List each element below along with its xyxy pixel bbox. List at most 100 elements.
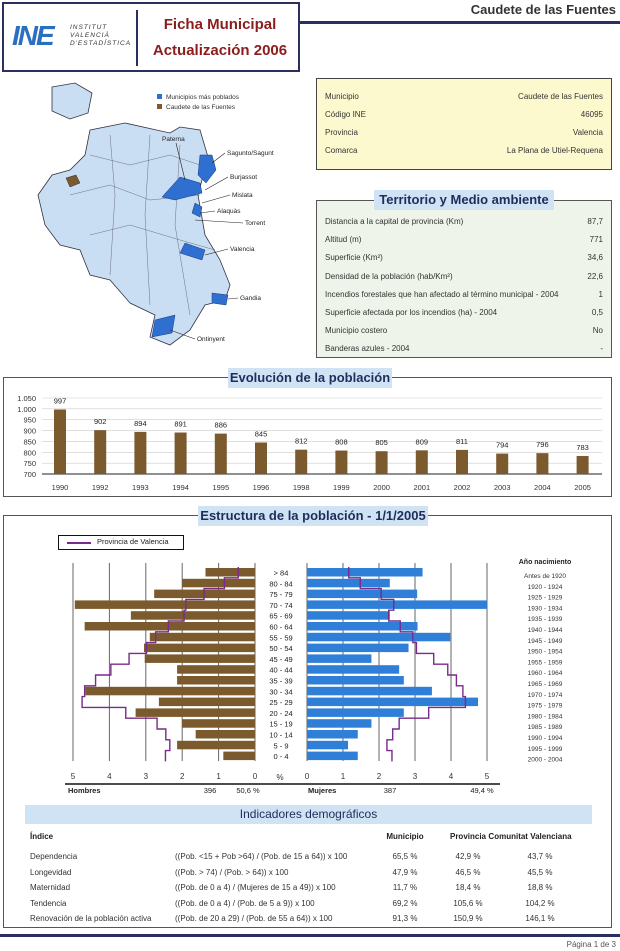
population-structure-title: Estructura de la población - 1/1/2005 [198, 506, 428, 526]
men-bar [143, 643, 255, 653]
legend-line [67, 542, 91, 544]
women-bar [307, 665, 400, 674]
territory-row: Incendios forestales que han afectado al… [325, 290, 603, 299]
women-bar [307, 600, 487, 609]
bar [214, 433, 227, 474]
women-x-tick: 1 [341, 772, 346, 781]
age-group-label: 75 - 79 [269, 590, 292, 599]
men-x-tick: 2 [180, 772, 185, 781]
territory-row: Densidad de la población (hab/Km²) 22,6 [325, 272, 603, 281]
men-bar [135, 708, 255, 717]
total-men-pct: 50,6 % [236, 786, 260, 795]
info-value: La Plana de Utiel-Requena [506, 146, 603, 155]
men-bar [223, 751, 255, 761]
info-label: Provincia [325, 128, 358, 137]
data-label: 886 [215, 421, 228, 430]
women-bar [307, 654, 372, 663]
population-evolution-title: Evolución de la población [228, 368, 392, 388]
territory-label: Municipio costero [325, 326, 388, 336]
birth-year-label: Antes de 1920 [524, 573, 566, 580]
territory-value: 771 [589, 235, 603, 245]
indicator-comunitat: 146,1 % [525, 914, 555, 923]
bar [415, 450, 428, 474]
total-women-label: Mujeres [308, 786, 336, 795]
men-bar [177, 676, 255, 685]
birth-year-label: 1920 - 1924 [528, 584, 563, 591]
x-tick-label: 2003 [494, 483, 511, 492]
territory-value: No [592, 326, 603, 336]
territory-label: Incendios forestales que han afectado al… [325, 289, 559, 299]
men-x-tick: 4 [107, 772, 112, 781]
info-row: Provincia Valencia [325, 128, 603, 137]
age-group-label: 40 - 44 [269, 666, 292, 675]
header-box: INE INSTITUT VALENCIÀ D'ESTADÍSTICA Fich… [2, 2, 300, 72]
age-group-label: 45 - 49 [269, 655, 292, 664]
bar [456, 449, 468, 474]
province-women-line [348, 567, 467, 762]
men-bar [149, 632, 255, 642]
header-line [300, 21, 620, 24]
women-bar [307, 740, 349, 750]
birth-year-label: 1960 - 1964 [528, 670, 563, 677]
age-group-label: > 84 [274, 569, 289, 578]
info-row: Municipio Caudete de las Fuentes [325, 92, 603, 101]
indicator-formula: ((Pob. de 20 a 29) / (Pob. de 55 a 64)) … [175, 914, 333, 923]
indicator-comunitat: 45,5 % [527, 867, 553, 877]
map-label: Valencia [230, 246, 255, 253]
map-legend-populated: Municipios más poblados [166, 94, 240, 101]
header-divider [136, 10, 138, 66]
y-tick-label: 750 [23, 459, 36, 468]
birth-year-label: 1995 - 1999 [528, 746, 563, 753]
territory-title: Territorio y Medio ambiente [374, 190, 554, 210]
age-group-label: 80 - 84 [269, 579, 292, 588]
info-value: Valencia [572, 128, 603, 137]
men-x-tick: 1 [216, 772, 221, 781]
age-group-label: 10 - 14 [269, 731, 292, 740]
map-legend-municipality: Caudete de las Fuentes [166, 104, 236, 111]
indicator-formula: ((Pob. <15 + Pob >64) / (Pob. de 15 a 64… [175, 852, 348, 861]
map-label: Ontinyent [197, 336, 225, 343]
indicator-comunitat: 43,7 % [527, 852, 553, 861]
data-label: 796 [536, 440, 549, 449]
indicator-provincia: 105,6 % [453, 898, 483, 908]
territory-label: Superficie afectada por los incendios (h… [325, 308, 498, 317]
page-subtitle: Actualización 2006 [152, 42, 288, 59]
bar [576, 455, 589, 474]
men-bar [205, 568, 255, 577]
data-label: 812 [295, 437, 308, 446]
indicator-municipio: 65,5 % [392, 852, 418, 861]
men-bar [130, 611, 255, 620]
indicator-header: Comunitat Valenciana [488, 832, 572, 841]
territory-value: - [600, 344, 603, 354]
territory-row: Municipio costero No [325, 326, 603, 335]
women-x-tick: 0 [305, 772, 310, 781]
data-label: 794 [496, 441, 509, 450]
bar [496, 453, 509, 474]
birth-year-label: 1985 - 1989 [528, 724, 563, 731]
women-bar [307, 719, 372, 728]
men-bar [177, 665, 255, 674]
indicator-name: Dependencia [30, 852, 78, 861]
pyramid-legend: Provincia de Valencia [58, 535, 184, 550]
bar [54, 409, 66, 474]
indicator-name: Renovación de la población activa [30, 914, 152, 923]
women-bar [307, 578, 390, 588]
birth-year-label: 1950 - 1954 [528, 649, 563, 656]
age-group-label: 5 - 9 [273, 741, 288, 750]
data-label: 809 [416, 437, 429, 446]
x-tick-label: 1992 [92, 483, 109, 492]
women-x-tick: 2 [377, 772, 382, 781]
map-label: Alaquàs [217, 208, 241, 215]
birth-year-label: 1925 - 1929 [528, 595, 563, 602]
territory-row: Banderas azules - 2004 - [325, 344, 603, 353]
x-tick-label: 2005 [574, 483, 591, 492]
women-bar [307, 676, 404, 685]
page-number: Página 1 de 3 [566, 940, 616, 949]
territory-value: 1 [598, 289, 603, 299]
men-bar [182, 719, 255, 728]
birth-year-label: 1980 - 1984 [528, 713, 563, 720]
indicator-header: Municipio [386, 832, 424, 841]
data-label: 902 [94, 417, 107, 426]
total-women-count: 387 [384, 786, 397, 795]
